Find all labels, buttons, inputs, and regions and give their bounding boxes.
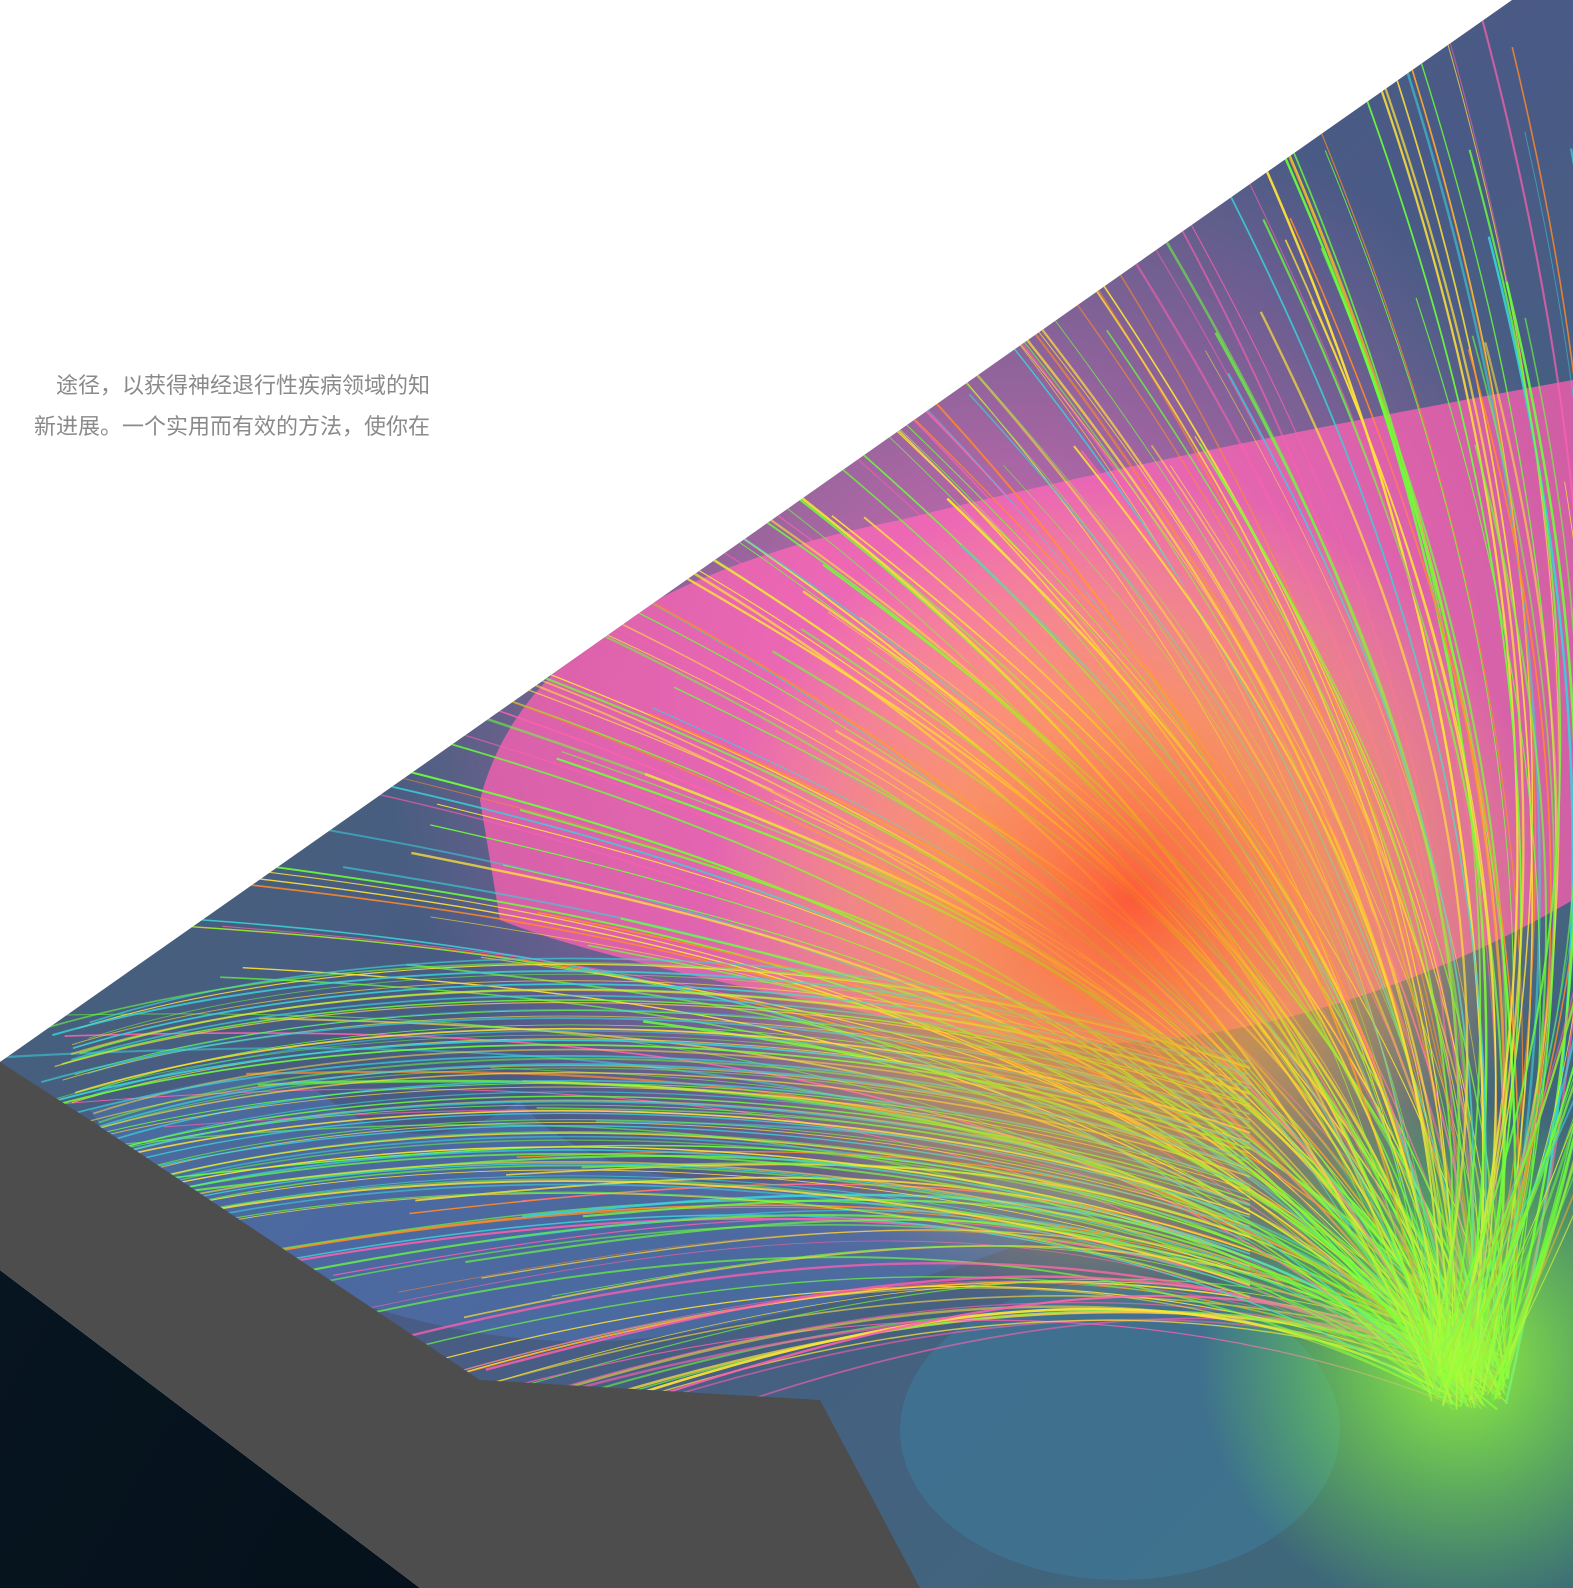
intro-line-1: 途径，以获得神经退行性疾病领域的知	[55, 374, 430, 399]
intro-paragraph: 途径，以获得神经退行性疾病领域的知 新进展。一个实用而有效的方法，使你在	[0, 366, 430, 448]
intro-line-2: 新进展。一个实用而有效的方法，使你在	[33, 415, 430, 440]
